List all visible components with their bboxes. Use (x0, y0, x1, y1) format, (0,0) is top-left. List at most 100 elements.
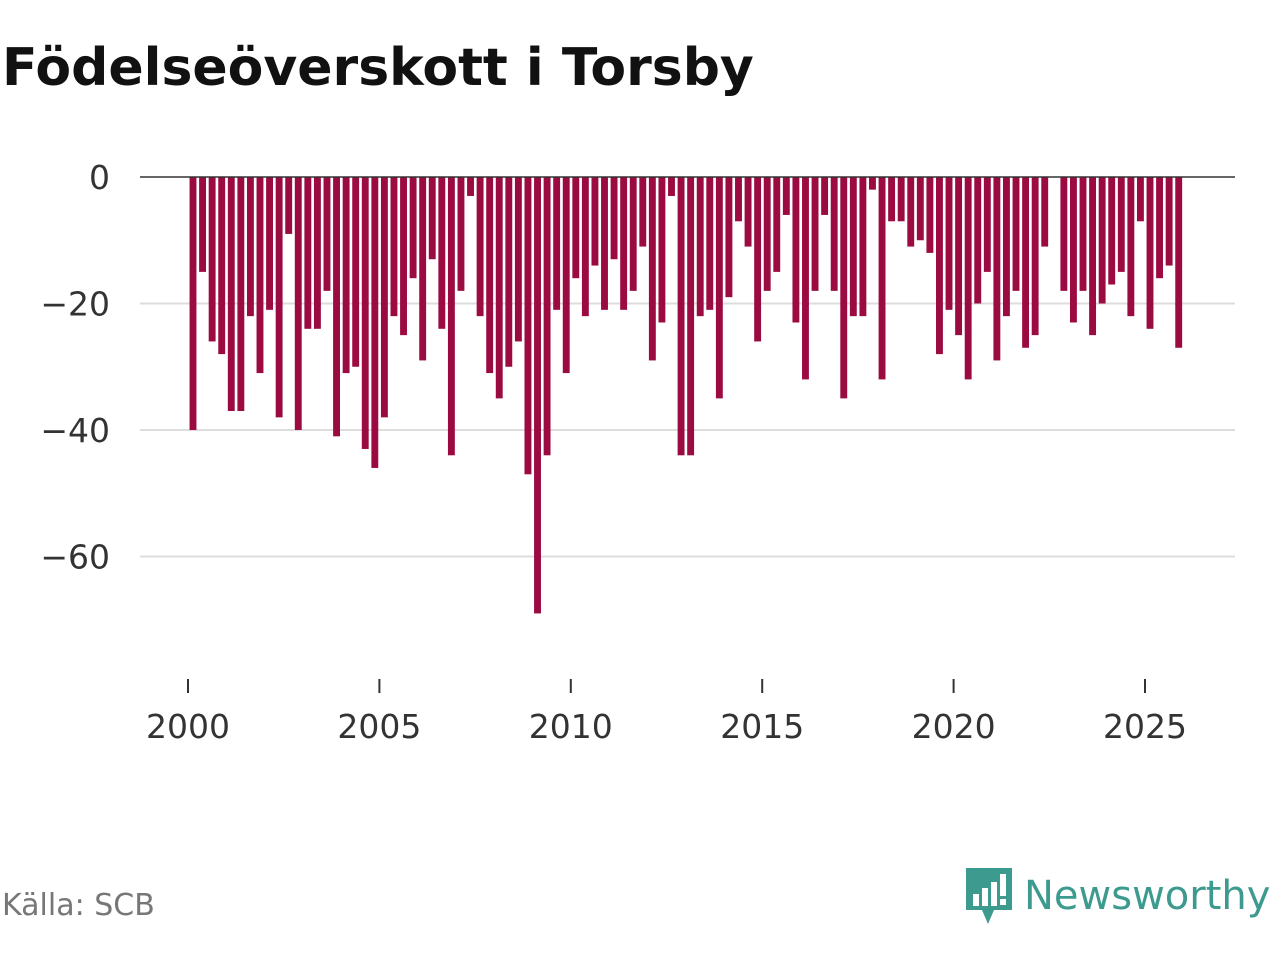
newsworthy-logo-icon (966, 868, 1012, 924)
bar (620, 177, 628, 310)
bar (955, 177, 963, 336)
bar (591, 177, 599, 266)
bar (256, 177, 264, 374)
bar (524, 177, 532, 475)
bar (218, 177, 226, 355)
bar (1031, 177, 1039, 336)
bar (696, 177, 704, 317)
bar (744, 177, 752, 247)
bar (208, 177, 216, 342)
bar (438, 177, 446, 329)
bar (1003, 177, 1010, 317)
bar (926, 177, 934, 253)
bar (1108, 177, 1116, 285)
bar (945, 177, 953, 310)
bar (304, 177, 312, 329)
bar (1165, 177, 1173, 266)
bar (467, 177, 474, 196)
bar (361, 177, 369, 449)
bar (869, 177, 876, 190)
bar (514, 177, 522, 342)
bar (1127, 177, 1135, 317)
y-tick-label: −40 (40, 411, 110, 450)
axes: 0 −20 −40 −60 2000 2005 2010 2015 2020 2025 (40, 158, 1235, 746)
bar (428, 177, 436, 260)
bar (1098, 177, 1106, 304)
bar (802, 177, 809, 380)
bar (457, 177, 465, 291)
bar (993, 177, 1001, 361)
bar (658, 177, 666, 323)
x-tick-label: 2015 (720, 707, 804, 746)
bar (486, 177, 494, 374)
bar (227, 177, 235, 412)
bar (916, 177, 924, 241)
bar (266, 177, 273, 310)
bar (1117, 177, 1125, 272)
bar (409, 177, 417, 279)
bar (601, 177, 608, 310)
bar (687, 177, 695, 456)
bar (974, 177, 982, 304)
bar (725, 177, 733, 298)
bar (668, 177, 675, 196)
bar (763, 177, 771, 291)
bar (419, 177, 427, 361)
bar (1069, 177, 1077, 323)
bar (754, 177, 762, 342)
bar (380, 177, 388, 418)
bar (907, 177, 915, 247)
bar (1136, 177, 1144, 222)
bar (572, 177, 580, 279)
bar (505, 177, 513, 367)
x-tick-label: 2000 (146, 707, 230, 746)
source-label: Källa: SCB (2, 888, 155, 923)
bar (1060, 177, 1068, 291)
bar (811, 177, 819, 291)
bar (199, 177, 207, 272)
bar (534, 177, 541, 614)
bar (773, 177, 781, 272)
bar (553, 177, 561, 310)
bar (983, 177, 991, 272)
bar (246, 177, 254, 317)
bar (476, 177, 484, 317)
bar (888, 177, 896, 222)
bar (830, 177, 838, 291)
x-tick-label: 2005 (337, 707, 421, 746)
brand-logo: Newsworthy (964, 866, 1270, 926)
bar (1156, 177, 1164, 279)
bar (352, 177, 360, 367)
bar (495, 177, 503, 399)
bar (840, 177, 848, 399)
bar (715, 177, 723, 399)
bar (390, 177, 398, 317)
bar (323, 177, 331, 291)
bar (677, 177, 685, 456)
bar (1041, 177, 1049, 247)
bar (648, 177, 656, 361)
bar (447, 177, 455, 456)
brand-name: Newsworthy (1024, 873, 1271, 919)
y-tick-label: 0 (89, 158, 110, 197)
x-tick-label: 2020 (912, 707, 996, 746)
chart-title: Födelseöverskott i Torsby (2, 38, 754, 98)
bar (342, 177, 350, 374)
bar (639, 177, 647, 247)
bar (313, 177, 321, 329)
bar (849, 177, 857, 317)
bar (400, 177, 407, 336)
bar (1079, 177, 1087, 291)
bar (964, 177, 972, 380)
bar (936, 177, 943, 355)
x-tick-label: 2025 (1103, 707, 1187, 746)
bar (735, 177, 742, 222)
bar (371, 177, 379, 468)
bar (821, 177, 829, 215)
bar (581, 177, 589, 317)
bar (543, 177, 551, 456)
bar (275, 177, 283, 418)
bar (897, 177, 905, 222)
bar (562, 177, 570, 374)
